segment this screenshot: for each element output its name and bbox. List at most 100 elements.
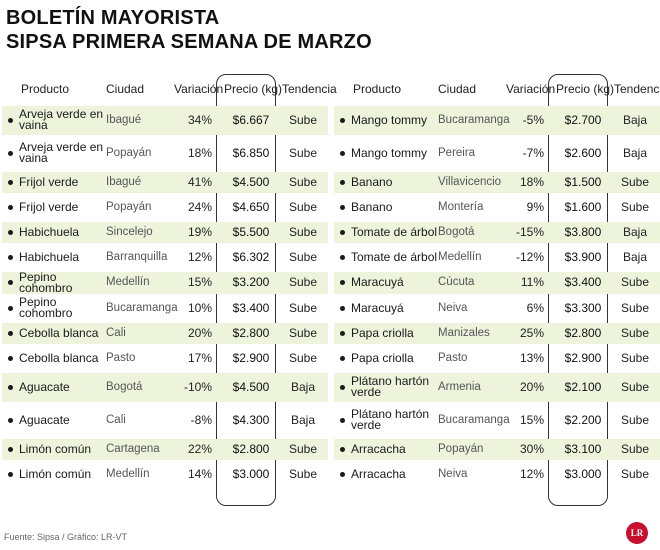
bullet-dot [340,179,345,185]
price-cell: $3.000 [564,466,602,481]
bullet-dot [8,384,13,390]
city-cell: Medellín [438,251,482,264]
row-bullet [8,245,14,270]
price-cell: $2.600 [564,145,602,160]
trend-cell: Sube [288,441,318,456]
variation-cell: 34% [187,112,212,127]
row-bullet [340,296,346,321]
product-cell: Pepino cohombro [19,295,73,321]
variation-cell: 20% [519,379,544,394]
table-row: Pepino cohombro Bucaramanga 10% $3.400 Sube [2,296,328,321]
price-cell: $3.900 [564,250,602,265]
city-cell: Medellín [106,276,150,289]
trend-cell: Sube [620,351,650,365]
city-cell: Pereira [438,146,476,159]
row-bullet [8,371,14,404]
table-row: Papa criolla Manizales 25% $2.800 Sube [334,321,660,346]
city-cell: Armenia [438,380,481,393]
variation-cell: 15% [519,412,544,427]
variation-cell: 41% [187,174,212,189]
trend-cell: Sube [620,441,650,456]
row-bullet [8,170,14,195]
city-cell: Ibagué [106,113,142,126]
variation-cell: -5% [522,112,544,127]
city-cell: Bogotá [106,380,143,393]
bullet-dot [8,356,13,361]
city-cell: Montería [438,200,484,213]
city-cell: Bucaramanga [438,413,510,426]
trend-cell: Sube [288,112,318,127]
trend-cell: Sube [288,300,318,315]
row-bullet [340,170,346,195]
product-cell: Maracuyá [351,275,404,290]
row-bullet [340,220,346,245]
bullet-dot [340,356,345,361]
row-bullet [8,220,14,245]
variation-cell: -8% [190,412,212,427]
city-cell: Barranquilla [106,251,168,264]
lr-logo: LR [626,522,648,544]
price-cell: $3.300 [564,300,602,315]
trend-cell: Baja [622,145,648,160]
bullet-dot [8,305,13,311]
trend-cell: Baja [290,379,316,394]
header-ciudad: Ciudad [438,82,477,96]
table-row: Arveja verde en vaina Ibagué 34% $6.667 Sube [2,104,328,137]
price-cell: $4.650 [232,199,270,214]
table-row: Banano Villavicencio 18% $1.500 Sube [334,170,660,195]
product-cell: Plátano hartón verde [351,374,430,400]
table-row: Tomate de árbol Medellín -12% $3.900 Baja [334,245,660,270]
table-row: Limón común Cartagena 22% $2.800 Sube [2,437,328,462]
bullet-dot [8,179,13,185]
table-row: Habichuela Sincelejo 19% $5.500 Sube [2,220,328,245]
product-cell: Arveja verde en vaina [19,140,104,166]
product-cell: Pepino cohombro [19,269,73,295]
title-line-1: BOLETÍN MAYORISTA [6,7,220,29]
city-cell: Cali [106,413,126,426]
price-cell: $2.800 [232,325,270,340]
price-cell: $1.600 [564,199,602,214]
table-row: Frijol verde Popayán 24% $4.650 Sube [2,195,328,220]
variation-cell: 6% [526,300,544,315]
right-rows: Mango tommy Bucaramanga -5% $2.700 Baja Mango… [334,104,660,487]
bullet-dot [340,384,345,390]
product-cell: Plátano hartón verde [351,407,430,433]
variation-cell: 9% [526,199,544,214]
variation-cell: 18% [519,174,544,189]
price-cell: $2.800 [564,325,602,340]
header-variacion: Variación [506,82,556,96]
city-cell: Ibagué [106,175,142,188]
table-row: Tomate de árbol Bogotá -15% $3.800 Baja [334,220,660,245]
price-cell: $3.400 [232,300,270,315]
table-row: Maracuyá Neiva 6% $3.300 Sube [334,296,660,321]
header-precio: Precio (kg) [556,82,615,96]
variation-cell: 18% [187,145,212,160]
price-cell: $2.200 [564,412,602,427]
variation-cell: -12% [515,250,544,265]
variation-cell: 30% [519,441,544,456]
row-bullet [340,404,346,437]
row-bullet [8,137,14,170]
row-bullet [8,346,14,371]
row-bullet [340,321,346,346]
header-precio: Precio (kg) [224,82,283,96]
table-row: Mango tommy Pereira -7% $2.600 Baja [334,137,660,170]
product-cell: Arracacha [351,441,406,456]
bullet-dot [8,330,13,336]
city-cell: Bucaramanga [106,301,178,314]
header-producto: Producto [21,82,70,96]
price-cell: $4.500 [232,379,270,394]
product-cell: Papa criolla [351,351,414,365]
trend-cell: Sube [620,300,650,315]
price-cell: $2.100 [564,379,602,394]
bullet-dot [8,446,13,452]
row-bullet [8,321,14,346]
bullet-dot [8,204,13,210]
price-cell: $3.100 [564,441,602,456]
table-row: Limón común Medellín 14% $3.000 Sube [2,462,328,487]
trend-cell: Sube [288,275,318,290]
table-row: Aguacate Bogotá -10% $4.500 Baja [2,371,328,404]
variation-cell: 20% [187,325,212,340]
header-tendencia: Tendencia [282,82,337,96]
city-cell: Cúcuta [438,276,475,289]
